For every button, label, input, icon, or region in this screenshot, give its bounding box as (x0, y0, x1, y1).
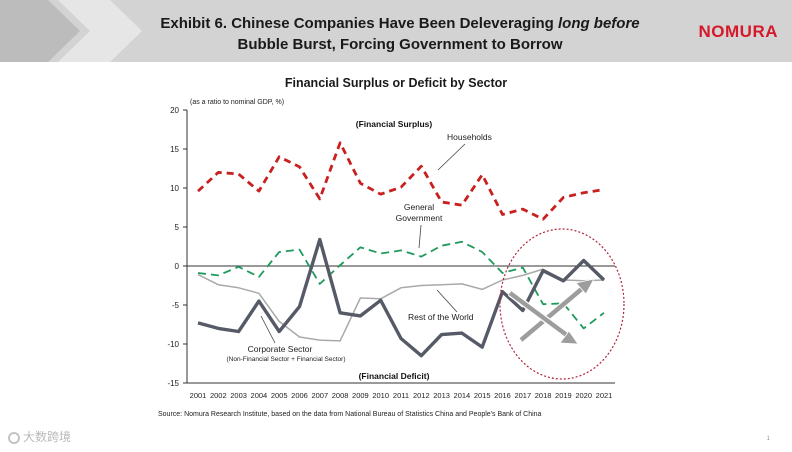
exhibit-title-line2: Bubble Burst, Forcing Government to Borr… (237, 36, 563, 53)
financial-surplus-label: (Financial Surplus) (356, 119, 433, 129)
x-tick-label: 2011 (393, 391, 409, 400)
x-tick-label: 2018 (535, 391, 552, 400)
nomura-logo: NOMURA (698, 22, 778, 41)
households-annotation: Households (447, 132, 492, 142)
y-axis-unit-label: (as a ratio to nominal GDP, %) (190, 99, 284, 106)
crossing-arrows (507, 278, 595, 345)
corporate-pointer (260, 315, 276, 344)
page-number: 1 (766, 436, 770, 442)
x-tick-label: 2002 (210, 391, 227, 400)
y-tick-label: 20 (170, 106, 179, 115)
x-tick-label: 2003 (230, 391, 247, 400)
government-annotation-line2: Government (396, 213, 443, 223)
x-tick-label: 2004 (251, 391, 268, 400)
government-annotation-line1: General (404, 202, 434, 212)
x-tick-label: 2007 (311, 391, 328, 400)
x-tick-label: 2009 (352, 391, 369, 400)
x-tick-label: 2016 (494, 391, 511, 400)
rest-of-world-line (197, 268, 605, 342)
x-tick-label: 2015 (474, 391, 491, 400)
x-tick-label: 2010 (372, 391, 389, 400)
x-tick-label: 2014 (454, 391, 471, 400)
y-tick-label: -5 (172, 301, 180, 310)
y-tick-label: 5 (175, 223, 180, 232)
y-tick-label: -10 (167, 340, 179, 349)
x-tick-label: 2019 (555, 391, 572, 400)
x-tick-label: 2006 (291, 391, 308, 400)
x-tick-label: 2001 (190, 391, 207, 400)
financial-deficit-label: (Financial Deficit) (359, 371, 430, 381)
y-tick-label: -15 (167, 379, 179, 388)
x-tick-label: 2005 (271, 391, 288, 400)
watermark-logo-icon (8, 432, 20, 444)
government-line (197, 240, 605, 330)
x-tick-label: 2008 (332, 391, 349, 400)
highlight-circle (499, 228, 625, 380)
rest-of-world-annotation: Rest of the World (408, 312, 474, 322)
households-pointer (437, 143, 466, 171)
corporate-annotation-line1: Corporate Sector (248, 344, 313, 354)
chevron-decoration (0, 0, 142, 62)
y-tick-label: 0 (175, 262, 180, 271)
x-tick-label: 2021 (596, 391, 613, 400)
exhibit-title-line1: Exhibit 6. Chinese Companies Have Been D… (160, 15, 640, 32)
corporate-annotation-line2: (Non-Financial Sector + Financial Sector… (226, 356, 345, 363)
rest-of-world-pointer (436, 289, 458, 313)
header-bar: Exhibit 6. Chinese Companies Have Been D… (0, 0, 792, 62)
x-tick-label: 2020 (575, 391, 592, 400)
y-tick-label: 10 (170, 184, 179, 193)
households-line (197, 141, 605, 221)
source-note: Source: Nomura Research Institute, based… (158, 411, 542, 418)
watermark: 大数跨境 (8, 428, 71, 445)
y-tick-label: 15 (170, 145, 179, 154)
government-pointer (418, 224, 422, 249)
corporate-line (197, 237, 606, 358)
x-tick-label: 2013 (433, 391, 450, 400)
chart-title: Financial Surplus or Deficit by Sector (284, 76, 508, 90)
x-tick-label: 2017 (514, 391, 531, 400)
x-tick-label: 2012 (413, 391, 430, 400)
